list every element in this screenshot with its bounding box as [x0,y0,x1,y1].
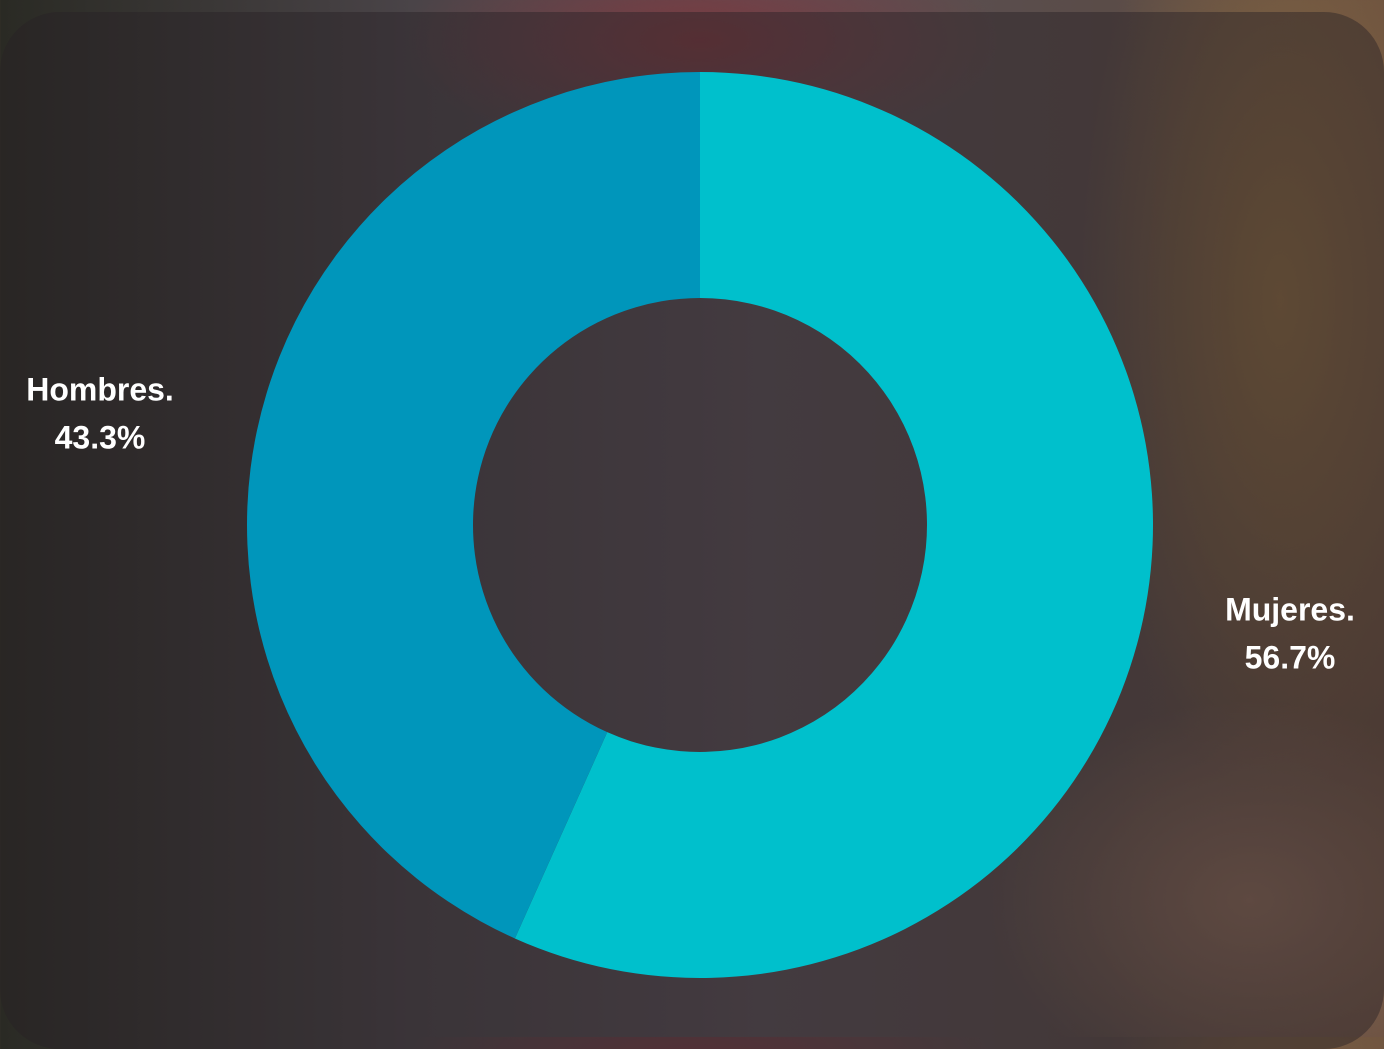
value-label: 56.7% [1245,639,1336,675]
page: {"chart_data": {"type": "donut", "catego… [0,0,1384,1037]
chart: Mujeres. 56.7% Hombres. 43.3% [0,0,1384,1037]
value-label: 43.3% [55,419,146,455]
category-label: Hombres. [26,371,174,407]
category-label: Mujeres. [1225,591,1355,627]
